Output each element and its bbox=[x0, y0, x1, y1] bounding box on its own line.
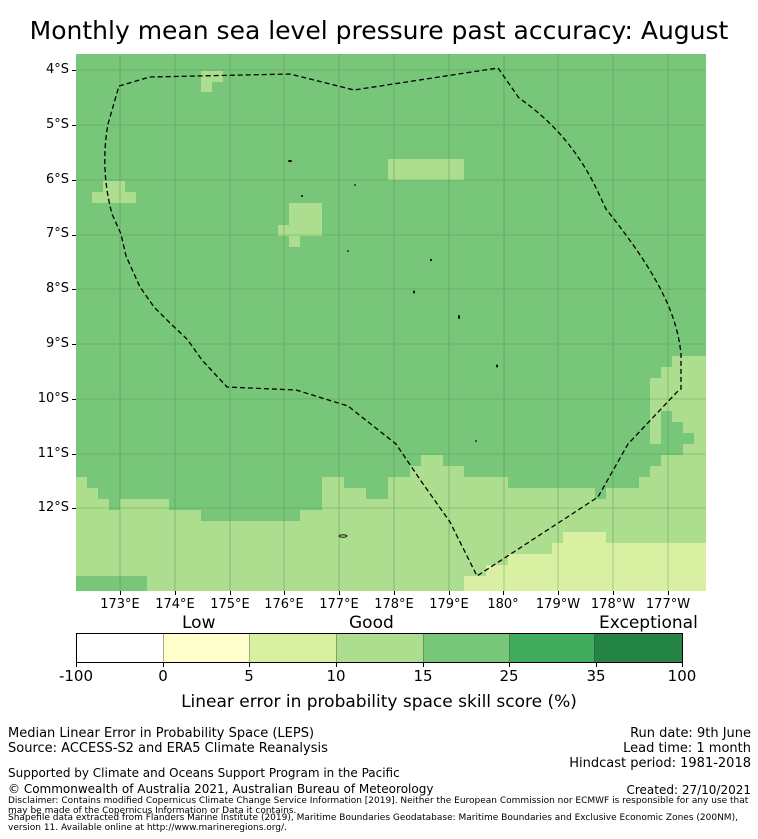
colorbar-segment bbox=[77, 634, 164, 662]
lat-label: 6°S bbox=[45, 172, 69, 187]
lon-tick bbox=[339, 591, 340, 595]
colorbar-tick-label: 5 bbox=[244, 667, 254, 685]
lat-tick bbox=[72, 454, 76, 455]
lon-tick bbox=[558, 591, 559, 595]
colorbar bbox=[76, 633, 683, 663]
category-low: Low bbox=[182, 613, 216, 633]
colorbar-tick bbox=[596, 663, 597, 667]
lon-label: 178°E bbox=[374, 597, 414, 612]
source-text: Source: ACCESS-S2 and ERA5 Climate Reana… bbox=[8, 741, 328, 756]
lat-label: 11°S bbox=[37, 446, 69, 461]
copyright-text: © Commonwealth of Australia 2021, Austra… bbox=[8, 782, 434, 796]
lon-label: 175°E bbox=[210, 597, 250, 612]
colorbar-tick-label: 35 bbox=[586, 667, 606, 685]
colorbar-label: Linear error in probability space skill … bbox=[181, 692, 577, 712]
hindcast-period: Hindcast period: 1981-2018 bbox=[569, 756, 751, 771]
lon-label: 179°W bbox=[535, 597, 581, 612]
support-text: Supported by Climate and Oceans Support … bbox=[8, 766, 400, 780]
colorbar-segment bbox=[509, 634, 596, 662]
lat-label: 9°S bbox=[45, 336, 69, 351]
low-skill-regions bbox=[464, 532, 706, 591]
category-good: Good bbox=[349, 613, 394, 633]
lat-tick bbox=[72, 344, 76, 345]
lat-label: 7°S bbox=[45, 226, 69, 241]
category-exceptional: Exceptional bbox=[599, 613, 698, 633]
lat-label: 5°S bbox=[45, 117, 69, 132]
skill-map-canvas bbox=[76, 54, 706, 591]
colorbar-tick-label: 15 bbox=[413, 667, 433, 685]
lon-tick bbox=[175, 591, 176, 595]
colorbar-tick-label: -100 bbox=[58, 667, 94, 685]
colorbar-segment bbox=[163, 634, 251, 662]
colorbar-tick-label: 100 bbox=[667, 667, 697, 685]
islands bbox=[288, 160, 498, 538]
created-date: Created: 27/10/2021 bbox=[626, 783, 751, 797]
method-text: Median Linear Error in Probability Space… bbox=[8, 726, 315, 741]
colorbar-tick bbox=[249, 663, 250, 667]
lon-label: 180° bbox=[487, 597, 519, 612]
lon-tick bbox=[394, 591, 395, 595]
colorbar-tick bbox=[423, 663, 424, 667]
colorbar-tick bbox=[682, 663, 683, 667]
lon-label: 179°E bbox=[429, 597, 469, 612]
colorbar-tick bbox=[163, 663, 164, 667]
lat-tick bbox=[72, 235, 76, 236]
colorbar-tick bbox=[509, 663, 510, 667]
lat-tick bbox=[72, 180, 76, 181]
disclaimer-text: Disclaimer: Contains modified Copernicus… bbox=[8, 796, 749, 816]
colorbar-segment bbox=[250, 634, 338, 662]
lon-tick bbox=[284, 591, 285, 595]
lat-tick bbox=[72, 508, 76, 509]
colorbar-tick-label: 0 bbox=[158, 667, 168, 685]
lead-time: Lead time: 1 month bbox=[623, 741, 751, 756]
graticule bbox=[76, 54, 706, 591]
lon-tick bbox=[503, 591, 504, 595]
colorbar-segment bbox=[595, 634, 683, 662]
lon-tick bbox=[668, 591, 669, 595]
colorbar-tick bbox=[336, 663, 337, 667]
lon-tick bbox=[120, 591, 121, 595]
map-title: Monthly mean sea level pressure past acc… bbox=[29, 16, 729, 45]
lon-label: 177°E bbox=[319, 597, 359, 612]
run-date: Run date: 9th June bbox=[630, 726, 751, 741]
lon-tick bbox=[449, 591, 450, 595]
lat-tick bbox=[72, 70, 76, 71]
lon-label: 174°E bbox=[155, 597, 195, 612]
lat-label: 8°S bbox=[45, 281, 69, 296]
lon-label: 178°W bbox=[590, 597, 636, 612]
lon-tick bbox=[230, 591, 231, 595]
colorbar-tick bbox=[76, 663, 77, 667]
lat-tick bbox=[72, 289, 76, 290]
skill-map bbox=[76, 54, 706, 591]
lat-tick bbox=[72, 125, 76, 126]
colorbar-tick-label: 10 bbox=[326, 667, 346, 685]
lon-label: 173°E bbox=[100, 597, 140, 612]
lon-label: 177°W bbox=[645, 597, 691, 612]
lat-label: 10°S bbox=[37, 391, 69, 406]
shapefile-text: Shapefile data extracted from Flanders M… bbox=[8, 813, 738, 833]
lat-tick bbox=[72, 399, 76, 400]
lon-tick bbox=[613, 591, 614, 595]
colorbar-segment bbox=[423, 634, 510, 662]
colorbar-segment bbox=[337, 634, 424, 662]
lat-label: 4°S bbox=[45, 62, 69, 77]
colorbar-tick-label: 25 bbox=[499, 667, 519, 685]
lat-label: 12°S bbox=[37, 500, 69, 515]
lon-label: 176°E bbox=[264, 597, 304, 612]
